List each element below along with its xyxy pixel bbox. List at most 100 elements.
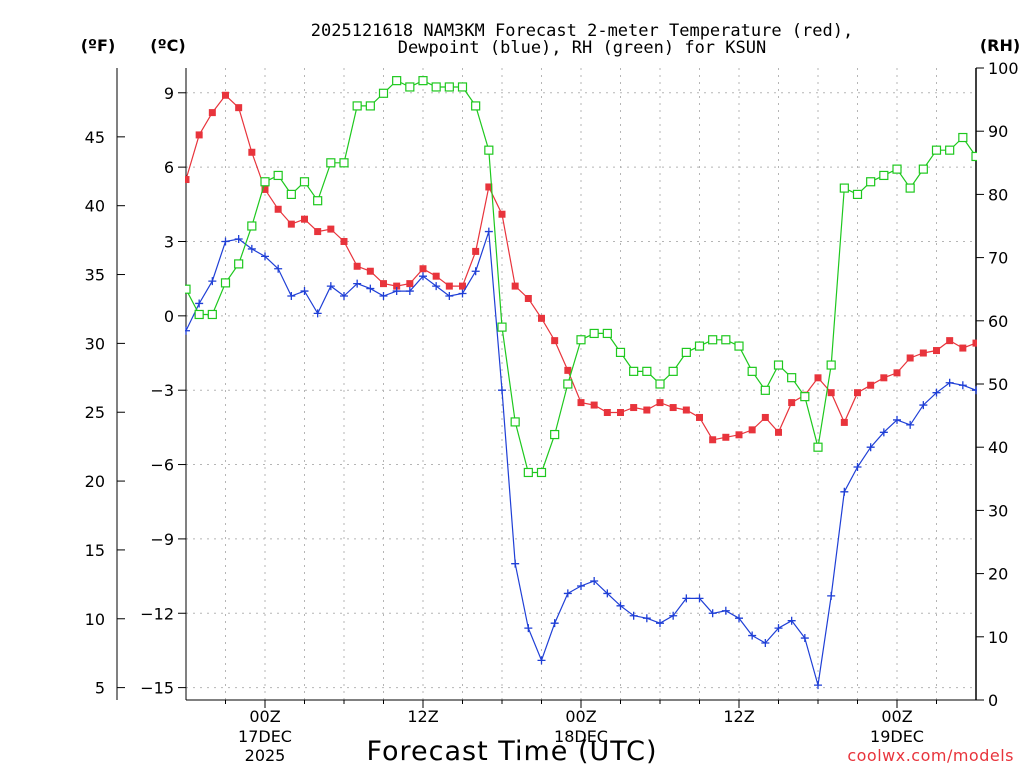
temperature-point [643, 406, 651, 414]
dewpoint-point [405, 287, 414, 296]
temperature-point [445, 282, 453, 290]
fahrenheit-tick-label: 40 [85, 197, 105, 216]
dewpoint-point [366, 284, 375, 293]
temperature-point [867, 381, 875, 389]
relative-humidity-point [734, 341, 744, 351]
relative-humidity-point [760, 385, 770, 395]
relative-humidity-point [260, 177, 270, 187]
dewpoint-point [261, 252, 269, 261]
x-axis-title: Forecast Time (UTC) [366, 736, 657, 767]
relative-humidity-point [747, 366, 757, 376]
dewpoint-point [761, 638, 770, 647]
temperature-point [419, 265, 427, 273]
relative-humidity-point [523, 467, 533, 478]
relative-humidity-point [378, 88, 389, 98]
dewpoint-point [721, 606, 730, 615]
dewpoint-point [392, 287, 401, 296]
x-tick-date-label: 17DEC [238, 727, 292, 746]
temperature-point [551, 337, 559, 345]
fahrenheit-tick-label: 15 [85, 541, 105, 560]
temperature-point [248, 148, 256, 156]
dewpoint-point [445, 292, 454, 301]
dewpoint-point [669, 611, 678, 620]
celsius-tick-label: −9 [150, 530, 174, 549]
fahrenheit-tick-label: 5 [95, 679, 105, 698]
relative-humidity-point [484, 145, 494, 155]
relative-humidity-point [392, 76, 402, 86]
dewpoint-point [906, 420, 915, 429]
relative-humidity-point [905, 183, 915, 193]
temperature-point [511, 282, 519, 290]
dewpoint-point [945, 378, 954, 387]
rh-tick-label: 70 [988, 249, 1008, 268]
relative-humidity-point [194, 309, 204, 320]
temperature-point [564, 366, 572, 374]
dewpoint-point [563, 589, 572, 598]
temperature-point [933, 347, 940, 355]
gridlines [186, 68, 976, 700]
temperature-point [919, 349, 927, 357]
dewpoint-point [195, 299, 204, 308]
fahrenheit-tick-label: 10 [85, 610, 105, 629]
rh-tick-label: 20 [988, 565, 1008, 584]
temperature-point [538, 314, 545, 322]
dewpoint-point [537, 656, 546, 665]
celsius-tick-label: 9 [164, 84, 174, 103]
y-axis-label-fahrenheit: (ºF) [81, 36, 116, 55]
temperature-point [840, 418, 848, 426]
temperature-point [261, 185, 269, 193]
temperature-point [590, 401, 598, 409]
relative-humidity-point [352, 101, 362, 111]
temperature-point [235, 104, 243, 112]
dewpoint-point [590, 577, 599, 586]
relative-humidity-point [550, 429, 560, 440]
y-axis-label-celsius: (ºC) [150, 36, 185, 55]
relative-humidity-point [365, 101, 375, 111]
dewpoint-point [484, 227, 493, 236]
dewpoint-point [682, 594, 691, 603]
relative-humidity-point [918, 164, 928, 174]
dewpoint-point [353, 279, 362, 288]
dewpoint-point [419, 272, 427, 281]
temperature-point [432, 272, 440, 280]
temperature-point [485, 183, 493, 191]
temperature-point [459, 282, 466, 290]
relative-humidity-point [852, 189, 863, 199]
rh-tick-label: 90 [988, 122, 1008, 141]
x-tick-year-label: 2025 [245, 746, 286, 765]
dewpoint-point [879, 428, 888, 437]
relative-humidity-point [457, 82, 468, 92]
temperature-point [406, 280, 414, 288]
relative-humidity-point [892, 164, 902, 174]
temperature-point [972, 339, 977, 347]
relative-humidity-point [418, 76, 428, 86]
temperature-point [366, 267, 374, 275]
relative-humidity-point [273, 170, 283, 181]
series-layer [185, 76, 977, 690]
relative-humidity-point [576, 335, 586, 345]
fahrenheit-tick-label: 35 [85, 266, 105, 285]
dewpoint-point [735, 614, 743, 623]
relative-humidity-point [931, 145, 942, 155]
temperature-point [498, 210, 506, 218]
temperature-point [946, 337, 954, 345]
relative-humidity-point [971, 151, 977, 162]
dewpoint-point [656, 619, 664, 628]
dewpoint-point [866, 443, 875, 452]
relative-humidity-point [563, 379, 573, 389]
dewpoint-point [708, 609, 717, 618]
temperature-point [340, 237, 348, 245]
x-tick-date-label: 18DEC [554, 727, 608, 746]
temperature-point [656, 399, 664, 407]
temperature-point [222, 91, 229, 99]
relative-humidity-point [866, 177, 876, 187]
dewpoint-point [577, 581, 585, 590]
chart-title-line2: Dewpoint (blue), RH (green) for KSUN [398, 38, 766, 58]
celsius-tick-label: −12 [140, 604, 174, 623]
celsius-tick-label: 0 [164, 307, 174, 326]
relative-humidity-point [655, 379, 665, 389]
temperature-point [208, 109, 216, 117]
relative-humidity-point [773, 360, 784, 370]
relative-humidity-point [207, 309, 217, 320]
relative-humidity-point [721, 335, 731, 345]
